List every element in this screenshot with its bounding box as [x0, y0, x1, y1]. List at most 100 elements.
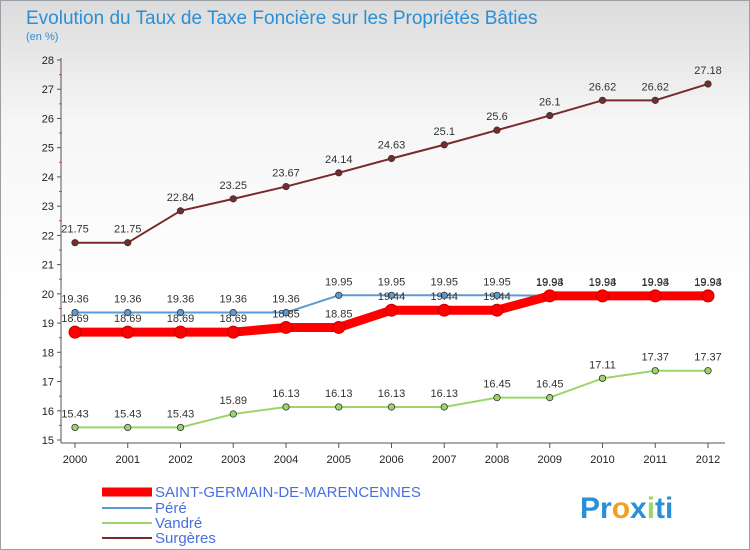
- data-label: 26.1: [539, 97, 560, 109]
- data-label: 18.69: [219, 313, 247, 325]
- data-label: 26.62: [589, 81, 617, 93]
- y-tick-label: 27: [42, 84, 54, 96]
- data-label: 17.37: [694, 352, 722, 364]
- data-point: [543, 289, 557, 303]
- data-point: [385, 303, 398, 317]
- axes: 15 16 17 18 19 20 21 22 23 24 25 26 27 28 2000 2001 2002…: [42, 55, 725, 466]
- y-tick-label: 18: [42, 347, 54, 359]
- x-tick-label: 2012: [696, 454, 720, 466]
- data-label: 26.62: [641, 81, 669, 93]
- data-point: [440, 291, 448, 299]
- chart-title: Evolution du Taux de Taxe Foncière sur l…: [26, 8, 538, 29]
- logo-part: i: [647, 492, 655, 525]
- data-point: [124, 423, 132, 432]
- data-point: [229, 308, 237, 317]
- logo-part: o: [612, 492, 630, 525]
- data-point: [176, 308, 185, 317]
- data-label: 16.13: [325, 388, 353, 400]
- data-label: 19.36: [114, 294, 142, 306]
- data-label: 19.95: [378, 276, 406, 288]
- data-point: [229, 410, 237, 418]
- data-point: [490, 303, 504, 317]
- data-label: 27.18: [694, 65, 722, 77]
- data-label: 18.69: [167, 313, 195, 325]
- data-label: 19.44: [430, 291, 458, 303]
- x-tick-label: 2002: [168, 454, 192, 466]
- data-point: [124, 308, 132, 317]
- y-tick-label: 16: [42, 406, 54, 418]
- legend-label: Surgères: [155, 530, 216, 547]
- data-label: 23.67: [272, 168, 300, 180]
- data-label: 24.14: [325, 154, 353, 166]
- data-point: [440, 403, 448, 411]
- data-label: 19.44: [378, 291, 406, 303]
- data-label: 25.1: [434, 126, 455, 138]
- data-label: 19.95: [430, 276, 458, 288]
- series-lines: [75, 83, 709, 429]
- data-label: 21.75: [61, 224, 89, 236]
- series-line: [75, 83, 709, 244]
- x-tick-label: 2008: [485, 454, 509, 466]
- data-point: [121, 325, 135, 339]
- y-tick-label: 17: [42, 377, 54, 389]
- x-tick-label: 2005: [327, 454, 351, 466]
- data-point: [387, 291, 396, 299]
- data-point: [704, 80, 712, 88]
- data-label: 19.36: [272, 294, 300, 306]
- x-tick-label: 2004: [274, 454, 298, 466]
- data-point: [71, 308, 79, 317]
- logo-part: Pr: [580, 492, 612, 525]
- y-tick-label: 26: [42, 113, 54, 125]
- proxiti-logo: Proxiti: [580, 492, 673, 525]
- data-label: 15.43: [114, 408, 142, 420]
- data-point: [279, 320, 293, 334]
- data-label: 21.75: [114, 224, 142, 236]
- data-point: [387, 403, 396, 411]
- x-tick-label: 2007: [432, 454, 456, 466]
- legend-label: Péré: [155, 500, 187, 517]
- data-point: [282, 403, 290, 411]
- data-label: 19.93: [694, 277, 722, 289]
- data-point: [701, 289, 715, 303]
- data-label: 15.43: [61, 408, 89, 420]
- data-point: [493, 126, 501, 134]
- data-point: [493, 291, 501, 299]
- data-label: 19.93: [589, 277, 617, 289]
- data-label: 25.6: [486, 111, 507, 123]
- data-point: [651, 96, 659, 104]
- y-tick-label: 22: [42, 230, 54, 242]
- data-point: [546, 111, 554, 120]
- y-tick-label: 25: [42, 143, 54, 155]
- y-tick-label: 21: [42, 260, 54, 272]
- data-point: [493, 394, 501, 402]
- y-tick-label: 20: [42, 289, 54, 301]
- data-label: 17.11: [589, 359, 616, 371]
- data-point: [124, 239, 132, 247]
- data-label: 18.85: [325, 308, 353, 320]
- data-label: 24.63: [378, 140, 406, 152]
- data-label: 19.93: [536, 277, 564, 289]
- y-tick-label: 19: [42, 318, 54, 330]
- data-labels: 18.69 18.69 18.69 18.69 18.85 18.85 19.44 19.44…: [61, 65, 722, 420]
- x-tick-label: 2011: [643, 454, 667, 466]
- data-label: 19.36: [167, 294, 195, 306]
- data-label: 19.94: [641, 277, 669, 289]
- data-point: [174, 325, 187, 339]
- data-point: [226, 325, 240, 339]
- data-label: 19.94: [536, 277, 564, 289]
- data-label: 19.94: [589, 277, 617, 289]
- data-point: [437, 303, 451, 317]
- legend-label: Vandré: [155, 515, 202, 532]
- data-label: 19.36: [61, 294, 89, 306]
- x-tick-label: 2010: [590, 454, 614, 466]
- data-point: [335, 403, 343, 411]
- data-label: 19.36: [219, 294, 247, 306]
- data-point: [651, 367, 659, 375]
- legend: SAINT-GERMAIN-DE-MARENCENNESPéréVandréSu…: [102, 484, 421, 547]
- data-point: [335, 291, 343, 299]
- logo-part: x: [630, 492, 647, 525]
- data-label: 16.13: [272, 388, 300, 400]
- data-point: [598, 96, 607, 104]
- data-label: 18.69: [61, 313, 89, 325]
- data-point: [176, 423, 185, 432]
